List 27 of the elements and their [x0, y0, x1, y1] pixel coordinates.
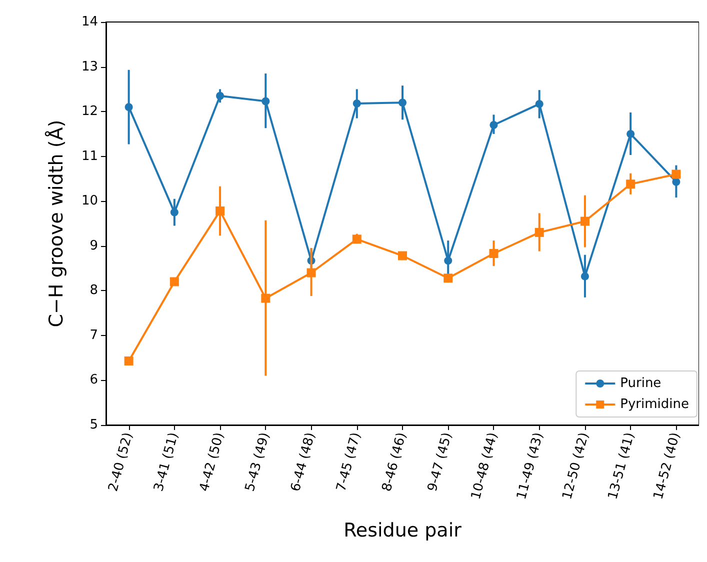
legend-label: Pyrimidine	[620, 397, 690, 412]
y-tick-label: 8	[90, 283, 98, 298]
y-tick-label: 13	[81, 59, 98, 74]
y-axis-title: C−H groove width (Å)	[44, 120, 68, 328]
x-tick-label: 9-47 (45)	[425, 431, 456, 494]
y-tick-label: 6	[90, 372, 98, 388]
y-tick-label: 10	[81, 194, 98, 209]
x-tick-label: 10-48 (44)	[468, 431, 501, 502]
legend-label: Purine	[620, 376, 662, 391]
x-tick-label: 12-50 (42)	[560, 431, 592, 502]
y-tick-label: 5	[90, 418, 98, 432]
y-tick-label: 12	[81, 104, 98, 120]
x-tick-label: 4-42 (50)	[197, 431, 228, 494]
x-tick-label: 11-49 (43)	[514, 431, 547, 502]
x-tick-label: 5-43 (49)	[242, 431, 273, 494]
x-tick-label: 13-51 (41)	[606, 431, 638, 502]
x-tick-label: 3-41 (51)	[152, 431, 182, 494]
x-tick-label: 7-45 (47)	[334, 431, 364, 494]
x-tick-label: 6-44 (48)	[288, 431, 319, 494]
x-tick-label: 8-46 (46)	[380, 431, 410, 494]
y-tick-label: 9	[90, 238, 98, 254]
x-tick-label: 2-40 (52)	[106, 431, 136, 494]
y-tick-label: 14	[81, 14, 98, 30]
x-tick-label: 14-52 (40)	[651, 431, 684, 502]
y-tick-label: 11	[81, 148, 98, 164]
y-tick-label: 7	[90, 328, 98, 343]
x-axis-title: Residue pair	[344, 520, 462, 542]
